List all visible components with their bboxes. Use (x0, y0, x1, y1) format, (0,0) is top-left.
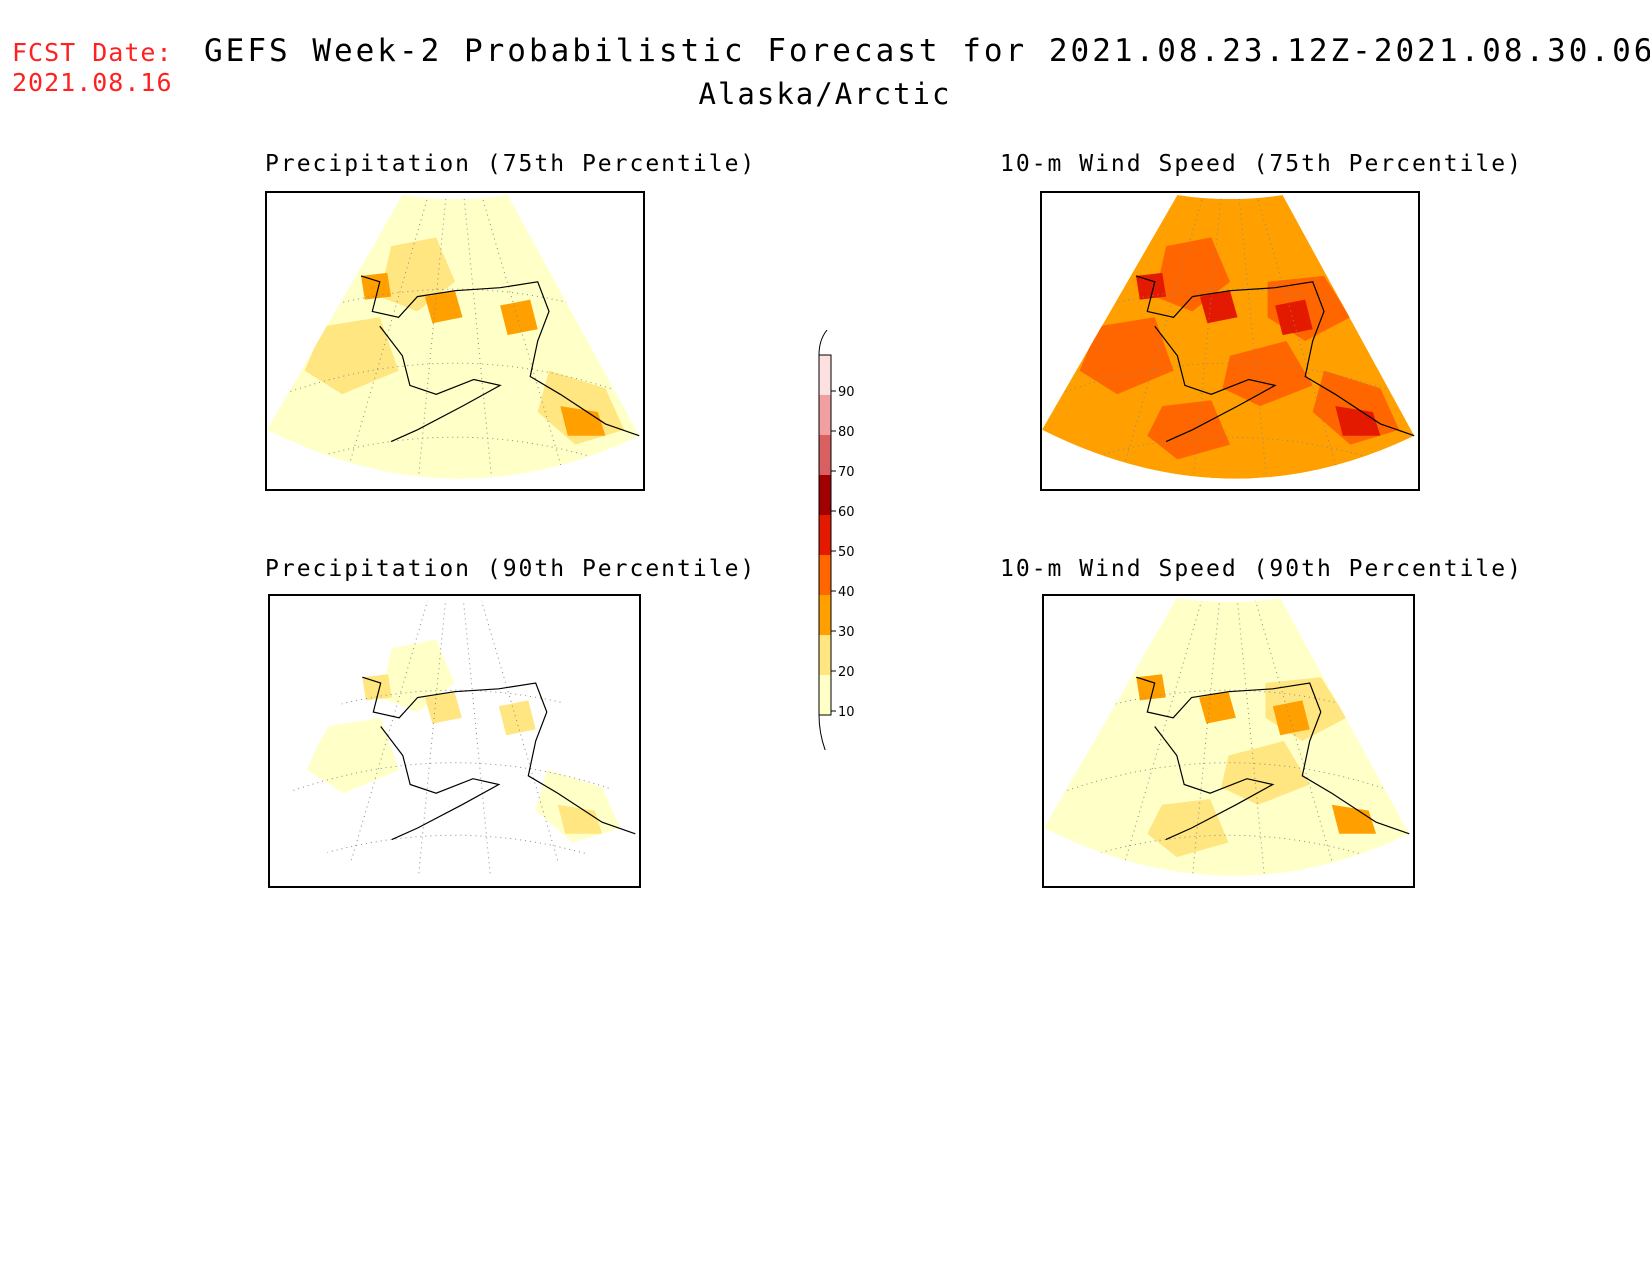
minor-shading (362, 674, 392, 701)
shading-wind-75 (1042, 195, 1415, 479)
colorbar-tick-label: 80 (838, 425, 855, 440)
secondary-shading (379, 237, 455, 312)
colorbar-swatch (819, 355, 831, 395)
secondary-shading (1079, 317, 1174, 395)
map-panel-wind-75 (1040, 191, 1420, 491)
meridian-gridline (1229, 195, 1344, 479)
map-precip-90 (270, 598, 636, 876)
colorbar-swatch (819, 395, 831, 435)
minor-shading (500, 299, 538, 336)
colorbar-tick-label: 50 (838, 545, 855, 560)
colorbar-swatch (819, 475, 831, 515)
minor-shading (1199, 290, 1238, 324)
colorbar-outline (818, 354, 832, 716)
meridian-gridline (1116, 195, 1231, 479)
colorbar-swatch (819, 595, 831, 635)
minor-shading (1275, 299, 1313, 336)
map-precip-75 (267, 195, 640, 479)
colorbar-swatch (819, 555, 831, 595)
colorbar-tick-label: 20 (838, 665, 855, 680)
map-wind-75 (1042, 195, 1415, 479)
secondary-shading (1147, 400, 1230, 460)
minor-shading (1199, 691, 1236, 724)
coastline (1135, 275, 1415, 437)
secondary-shading (306, 717, 400, 794)
panel-title-precip-75: Precipitation (75th Percentile) (265, 151, 757, 177)
colorbar-swatch (819, 515, 831, 555)
coastline (380, 726, 501, 841)
dominant-shading (1044, 598, 1410, 876)
colorbar-tick-label: 40 (838, 585, 855, 600)
minor-shading (1335, 406, 1381, 436)
shading-precip-90 (270, 598, 636, 876)
secondary-shading (1147, 799, 1229, 857)
secondary-shading (1222, 341, 1313, 407)
map-panel-precip-75 (265, 191, 645, 491)
fcst-date-label: FCST Date: (12, 38, 173, 67)
colorbar-tick-label: 70 (838, 465, 855, 480)
colorbar-tick-label: 30 (838, 625, 855, 640)
colorbar-top-cap (818, 330, 828, 356)
minor-shading (361, 272, 392, 300)
panel-title-precip-90: Precipitation (90th Percentile) (265, 556, 757, 582)
coastline (379, 325, 502, 443)
coastline (362, 676, 636, 835)
minor-shading (1331, 804, 1377, 834)
secondary-shading (1154, 237, 1230, 312)
meridian-gridline (417, 598, 455, 876)
meridian-gridline (1191, 598, 1229, 876)
minor-shading (424, 290, 463, 324)
page-title: GEFS Week-2 Probabilistic Forecast for 2… (204, 33, 1650, 69)
minor-shading (425, 691, 462, 724)
minor-shading (498, 700, 536, 736)
minor-shading (1136, 674, 1166, 701)
colorbar-tick-label: 10 (838, 705, 855, 720)
colorbar-bottom-cap (818, 714, 826, 750)
meridian-gridline (341, 195, 456, 479)
coastline (360, 275, 640, 437)
colorbar-swatch (819, 435, 831, 475)
colorbar-swatch (819, 675, 831, 715)
map-panel-wind-90 (1042, 594, 1415, 888)
panel-title-wind-90: 10-m Wind Speed (90th Percentile) (1000, 556, 1523, 582)
fcst-date-value: 2021.08.16 (12, 68, 173, 97)
minor-shading (1272, 700, 1310, 736)
minor-shading (557, 804, 603, 834)
meridian-gridline (454, 598, 492, 876)
meridian-gridline (454, 195, 569, 479)
colorbar-tick-label: 90 (838, 385, 855, 400)
meridian-gridline (1228, 598, 1266, 876)
shading-precip-75 (267, 195, 640, 479)
minor-shading (560, 406, 606, 436)
minor-shading (1136, 272, 1167, 300)
coastline (1154, 325, 1277, 443)
map-panel-precip-90 (268, 594, 641, 888)
forecast-date: FCST Date: 2021.08.16 (12, 38, 173, 98)
map-wind-90 (1044, 598, 1410, 876)
coastline (1154, 726, 1275, 841)
colorbar-swatch (819, 635, 831, 675)
secondary-shading (1221, 741, 1310, 805)
secondary-shading (304, 317, 399, 395)
coastline (1136, 676, 1410, 835)
shading-wind-90 (1044, 598, 1410, 876)
region-subtitle: Alaska/Arctic (698, 77, 952, 111)
colorbar-tick-label: 60 (838, 505, 855, 520)
colorbar-legend: 10 20 30 40 50 60 70 80 90 (818, 330, 855, 750)
panel-title-wind-75: 10-m Wind Speed (75th Percentile) (1000, 151, 1523, 177)
